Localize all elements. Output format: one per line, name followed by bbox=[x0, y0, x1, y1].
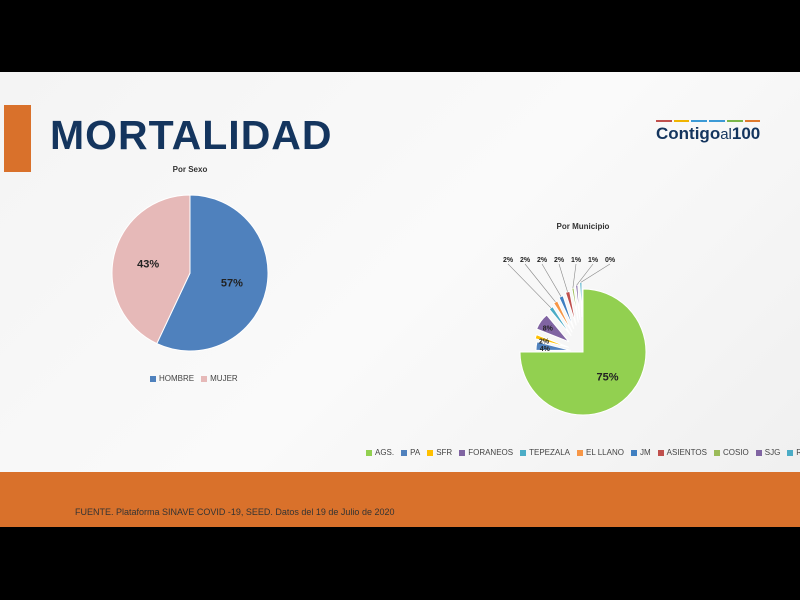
legend-item: COSIO bbox=[713, 448, 749, 457]
legend-swatch bbox=[520, 449, 527, 456]
legend-item: MUJER bbox=[201, 374, 238, 383]
data-label-foraneos: 8% bbox=[543, 325, 554, 332]
legend-item: EL LLANO bbox=[577, 448, 624, 457]
legend-swatch bbox=[577, 449, 584, 456]
pie-slice-hombre bbox=[156, 194, 269, 352]
data-label-ags: 75% bbox=[596, 372, 618, 384]
leader-line bbox=[524, 263, 556, 303]
legend-swatch bbox=[755, 449, 762, 456]
legend-label: COSIO bbox=[722, 448, 749, 457]
chart-title: Por Sexo bbox=[173, 165, 208, 174]
legend-item: ASIENTOS bbox=[657, 448, 707, 457]
pie-slice-mujer bbox=[111, 194, 191, 345]
data-label-jm: 2% bbox=[537, 257, 548, 264]
legend-swatch bbox=[459, 449, 466, 456]
footer-band: FUENTE. Plataforma SINAVE COVID -19, SEE… bbox=[0, 472, 800, 527]
legend-label: HOMBRE bbox=[159, 374, 195, 383]
legend-label: SFR bbox=[436, 448, 453, 457]
data-label-cosio: 1% bbox=[571, 257, 582, 264]
data-label-elllano: 2% bbox=[520, 257, 531, 264]
leader-line bbox=[541, 263, 562, 297]
legend-label: EL LLANO bbox=[586, 448, 624, 457]
leader-line bbox=[507, 263, 552, 308]
legend-swatch bbox=[366, 449, 372, 456]
legend-item: SFR bbox=[427, 448, 452, 457]
legend-label: RR bbox=[796, 448, 800, 457]
data-label-sjg: 1% bbox=[588, 257, 599, 264]
legend-label: SJG bbox=[764, 448, 781, 457]
logo: Contigoal100 bbox=[656, 120, 761, 144]
legend-swatch bbox=[201, 375, 208, 382]
legend-swatch bbox=[630, 449, 637, 456]
pie-slice-ags bbox=[519, 288, 647, 416]
pie-slice-tepezala bbox=[548, 305, 572, 337]
legend-swatch bbox=[401, 449, 408, 456]
data-label-pa: 4% bbox=[540, 346, 551, 353]
legend-swatch bbox=[657, 449, 664, 456]
legend-label: PA bbox=[410, 448, 421, 457]
pie-slice-foraneos bbox=[535, 314, 570, 343]
orange-accent-bar bbox=[4, 105, 31, 172]
legend-item: HOMBRE bbox=[150, 374, 194, 383]
leader-line bbox=[580, 263, 611, 283]
pie-slice-rr bbox=[579, 281, 583, 318]
legend-label: MUJER bbox=[210, 374, 238, 383]
legend-item: JM bbox=[630, 448, 651, 457]
legend-swatch bbox=[787, 449, 794, 456]
pie-slice-pa bbox=[535, 341, 571, 351]
data-label-tepezala: 2% bbox=[503, 257, 514, 264]
legend-label: FORANEOS bbox=[468, 448, 514, 457]
leader-line bbox=[576, 263, 594, 286]
pie-slice-asientos bbox=[564, 290, 577, 326]
legend-label: ASIENTOS bbox=[666, 448, 707, 457]
legend-label: AGS. bbox=[375, 448, 395, 457]
legend-item: FORANEOS bbox=[459, 448, 513, 457]
legend-sexo: HOMBRE MUJER bbox=[150, 374, 238, 383]
data-label-hombre: 57% bbox=[221, 277, 243, 289]
pie-slice-cosio bbox=[571, 287, 579, 323]
page-title: MORTALIDAD bbox=[50, 112, 333, 158]
legend-swatch bbox=[150, 375, 156, 382]
legend-label: TEPEZALA bbox=[529, 448, 571, 457]
source-note: FUENTE. Plataforma SINAVE COVID -19, SEE… bbox=[75, 507, 395, 517]
pie-slice-sfr bbox=[534, 333, 569, 348]
legend-swatch bbox=[713, 449, 720, 456]
data-label-rr: 0% bbox=[605, 257, 616, 264]
data-label-sfr: 2% bbox=[539, 338, 550, 345]
chart-title: Por Municipio bbox=[557, 222, 610, 231]
leader-line bbox=[572, 263, 577, 289]
legend-item: AGS. bbox=[366, 448, 394, 457]
legend-item: RR bbox=[787, 448, 800, 457]
data-label-asientos: 2% bbox=[554, 257, 565, 264]
legend-item: SJG bbox=[755, 448, 781, 457]
leader-line bbox=[558, 263, 568, 292]
legend-municipio: AGS. PA SFR FORANEOS TEPEZALA EL LLANO JM ASIEN… bbox=[366, 448, 800, 457]
legend-label: JM bbox=[639, 448, 651, 457]
legend-item: PA bbox=[401, 448, 420, 457]
legend-item: TEPEZALA bbox=[520, 448, 570, 457]
legend-swatch bbox=[427, 449, 434, 456]
data-label-mujer: 43% bbox=[137, 259, 159, 271]
